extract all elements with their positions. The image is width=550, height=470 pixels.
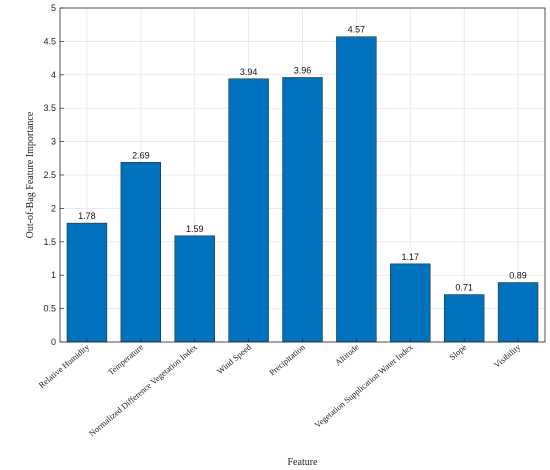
y-tick-label: 5 bbox=[51, 3, 56, 13]
bar bbox=[443, 294, 485, 343]
bar bbox=[336, 36, 377, 343]
bar-value-label: 3.96 bbox=[294, 65, 312, 75]
bar bbox=[390, 263, 431, 343]
bar-value-label: 0.71 bbox=[455, 283, 473, 293]
bar-value-label: 3.94 bbox=[240, 67, 258, 77]
y-tick-label: 3 bbox=[51, 137, 56, 147]
y-tick-label: 0.5 bbox=[43, 304, 56, 314]
bars bbox=[66, 36, 539, 343]
bar bbox=[120, 162, 162, 343]
bar bbox=[228, 78, 269, 343]
bar bbox=[174, 235, 215, 343]
bar-value-label: 4.57 bbox=[348, 25, 366, 35]
y-axis-ticks: 0 0.5 1 1.5 2 2.5 3 3.5 4 4.5 5 bbox=[43, 3, 64, 347]
bar bbox=[66, 222, 108, 343]
y-tick-label: 0 bbox=[51, 337, 56, 347]
bar-value-label: 1.17 bbox=[402, 252, 420, 262]
bar-value-label: 1.78 bbox=[78, 211, 96, 221]
y-tick-label: 1 bbox=[51, 270, 56, 280]
y-tick-label: 2 bbox=[51, 203, 56, 213]
bar bbox=[497, 282, 539, 343]
bar-value-label: 0.89 bbox=[509, 271, 527, 281]
y-tick-label: 4.5 bbox=[43, 36, 56, 46]
bar-value-label: 2.69 bbox=[132, 150, 150, 160]
y-tick-label: 4 bbox=[51, 70, 56, 80]
data-labels: 1.78 2.69 1.59 3.94 3.96 4.57 1.17 0.71 0.89 bbox=[78, 25, 527, 293]
y-tick-label: 2.5 bbox=[43, 170, 56, 180]
y-tick-label: 1.5 bbox=[43, 237, 56, 247]
bar-value-label: 1.59 bbox=[186, 224, 204, 234]
y-tick-label: 3.5 bbox=[43, 103, 56, 113]
y-axis-title: Out-of-Bag Feature Importance bbox=[25, 111, 36, 238]
bar bbox=[282, 77, 323, 343]
x-axis-title: Feature bbox=[288, 457, 319, 468]
